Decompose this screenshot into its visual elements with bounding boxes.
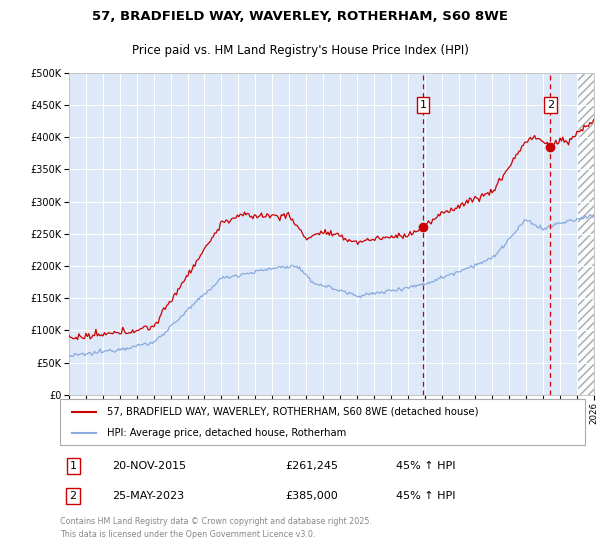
Text: 20-NOV-2015: 20-NOV-2015 [113,461,187,471]
Text: 1: 1 [70,461,77,471]
Text: 45% ↑ HPI: 45% ↑ HPI [396,461,455,471]
Text: 2: 2 [547,100,554,110]
Text: £261,245: £261,245 [286,461,339,471]
Text: 57, BRADFIELD WAY, WAVERLEY, ROTHERHAM, S60 8WE (detached house): 57, BRADFIELD WAY, WAVERLEY, ROTHERHAM, … [107,407,479,417]
Text: Price paid vs. HM Land Registry's House Price Index (HPI): Price paid vs. HM Land Registry's House … [131,44,469,57]
Text: 45% ↑ HPI: 45% ↑ HPI [396,491,455,501]
Text: Contains HM Land Registry data © Crown copyright and database right 2025.
This d: Contains HM Land Registry data © Crown c… [60,517,372,539]
Text: £385,000: £385,000 [286,491,338,501]
Text: 57, BRADFIELD WAY, WAVERLEY, ROTHERHAM, S60 8WE: 57, BRADFIELD WAY, WAVERLEY, ROTHERHAM, … [92,10,508,24]
FancyBboxPatch shape [60,399,585,445]
Bar [577,73,600,395]
Text: HPI: Average price, detached house, Rotherham: HPI: Average price, detached house, Roth… [107,428,347,438]
Text: 1: 1 [419,100,427,110]
Text: 2: 2 [70,491,77,501]
Text: 25-MAY-2023: 25-MAY-2023 [113,491,185,501]
